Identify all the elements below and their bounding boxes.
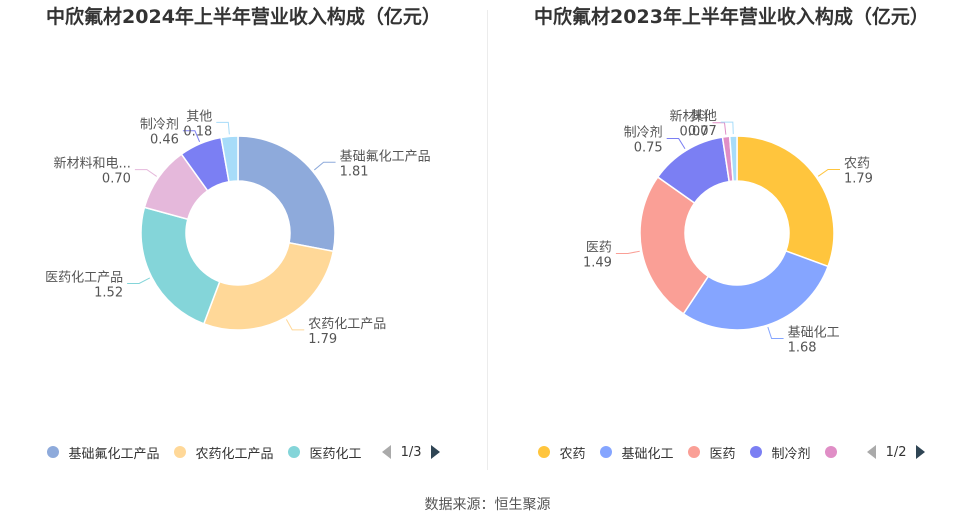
- legend-marker-icon: [46, 446, 59, 458]
- pager-text: 1/3: [400, 444, 422, 460]
- pager-text: 1/2: [885, 444, 907, 460]
- slice-category-label: 其他: [691, 109, 717, 124]
- slice-value-label: 1.79: [308, 332, 337, 347]
- pager-next-icon[interactable]: [431, 445, 441, 459]
- pie-slice[interactable]: [736, 135, 835, 268]
- pie-slice[interactable]: [220, 135, 239, 183]
- pager-prev-icon[interactable]: [866, 445, 876, 459]
- slice-category-label: 基础氟化工产品: [340, 149, 431, 164]
- legend-label: 基础氟化工产品: [68, 446, 160, 462]
- legend: 农药 基础化工 医药 制冷剂 1/2: [488, 441, 975, 463]
- label-line: [127, 277, 151, 284]
- slice-value-label: 0.46: [150, 133, 179, 148]
- slice-value-label: 1.79: [844, 171, 873, 186]
- legend-item[interactable]: 医药化工: [287, 443, 362, 462]
- legend-pager: 1/2: [866, 444, 926, 460]
- legend-item[interactable]: [824, 446, 847, 458]
- slice-category-label: 制冷剂: [624, 126, 663, 141]
- slice-value-label: 0.70: [102, 172, 131, 187]
- legend-marker-icon: [749, 446, 762, 458]
- slice-value-label: 1.68: [788, 340, 817, 355]
- pager-prev-icon[interactable]: [381, 445, 391, 459]
- slice-value-label: 0.07: [688, 124, 717, 139]
- legend-marker-icon: [599, 446, 612, 458]
- slice-category-label: 医药: [586, 240, 612, 255]
- label-line: [182, 130, 201, 142]
- data-source: 数据来源：恒生聚源: [424, 497, 551, 513]
- label-line: [285, 319, 305, 331]
- legend-item[interactable]: 基础化工: [599, 443, 674, 462]
- pie-slice[interactable]: [639, 175, 710, 315]
- legend-marker-icon: [824, 446, 837, 458]
- slice-category-label: 基础化工: [788, 325, 840, 340]
- chart-panel-2024h1: 中欣氟材2024年上半年营业收入构成（亿元） 基础氟化工产品 1.81 农药化工产品…: [0, 0, 487, 470]
- slice-category-label: 新材料: [669, 109, 708, 125]
- slice-value-label: 1.81: [340, 164, 369, 179]
- legend: 基础氟化工产品 农药化工产品 医药化工 1/3: [0, 441, 487, 463]
- label-line: [134, 169, 158, 177]
- legend-item[interactable]: 农药: [537, 443, 586, 462]
- label-line: [216, 121, 230, 135]
- slice-category-label: 其他: [186, 109, 212, 124]
- label-line: [767, 326, 784, 339]
- legend-item[interactable]: 基础氟化工产品: [46, 443, 160, 462]
- label-line: [720, 121, 734, 135]
- chart-panel-2023h1: 中欣氟材2023年上半年营业收入构成（亿元） 农药 1.79 基础化工 1.68 医药 1…: [488, 0, 975, 470]
- slice-category-label: 农药化工产品: [308, 317, 386, 332]
- slice-category-label: 制冷剂: [140, 118, 179, 133]
- pager-next-icon[interactable]: [916, 445, 926, 459]
- divider: [487, 10, 488, 470]
- slice-value-label: 0.75: [634, 141, 663, 156]
- slice-value-label: 0.07: [680, 125, 709, 140]
- slice-value-label: 0.18: [183, 124, 212, 139]
- label-line: [615, 250, 640, 254]
- legend-item[interactable]: 医药: [687, 443, 736, 462]
- legend-label: 农药化工产品: [195, 446, 274, 462]
- legend-marker-icon: [687, 446, 700, 458]
- label-line: [313, 161, 336, 171]
- legend-label: 农药: [559, 446, 586, 462]
- pie-slice[interactable]: [237, 135, 336, 253]
- slice-value-label: 1.49: [583, 255, 612, 270]
- pie-slice[interactable]: [728, 135, 738, 182]
- donut-chart: 基础氟化工产品1.81农药化工产品1.79医药化工产品1.52新材料和电...0…: [45, 109, 431, 347]
- legend-label: 医药: [709, 446, 736, 462]
- legend-label: 基础化工: [621, 446, 674, 462]
- pie-slice[interactable]: [140, 206, 221, 325]
- legend-marker-icon: [537, 446, 550, 458]
- slice-category-label: 医药化工产品: [45, 270, 123, 285]
- pie-slice[interactable]: [202, 241, 335, 331]
- legend-label: 制冷剂: [771, 446, 811, 462]
- slice-value-label: 1.52: [94, 285, 123, 300]
- legend-marker-icon: [173, 446, 186, 458]
- slice-category-label: 新材料和电...: [53, 156, 130, 172]
- chart-title: 中欣氟材2024年上半年营业收入构成（亿元）: [46, 6, 441, 28]
- chart-title: 中欣氟材2023年上半年营业收入构成（亿元）: [534, 6, 929, 28]
- label-line: [817, 168, 841, 177]
- legend-item[interactable]: 农药化工产品: [173, 443, 274, 462]
- pie-slice[interactable]: [682, 249, 830, 331]
- legend-label: 医药化工: [309, 446, 362, 462]
- label-line: [666, 138, 686, 150]
- label-line: [712, 122, 727, 135]
- legend-marker-icon: [287, 446, 300, 458]
- legend-item[interactable]: 制冷剂: [749, 443, 811, 462]
- legend-pager: 1/3: [381, 444, 441, 460]
- slice-category-label: 农药: [844, 156, 870, 171]
